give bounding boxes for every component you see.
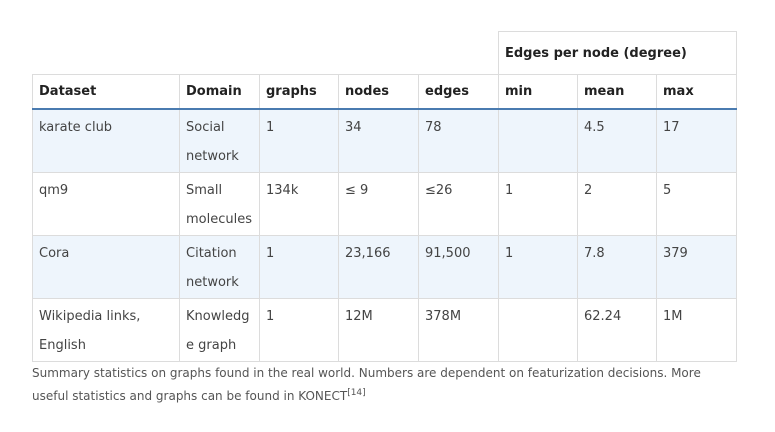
group-header-row: Edges per node (degree) — [33, 31, 738, 75]
cell-edges: ≤26 — [418, 172, 499, 236]
table-row: Cora Citation network 1 23,166 91,500 1 … — [32, 235, 738, 299]
column-header-min: min — [498, 74, 578, 110]
table-row: Wikipedia links, English Knowledge graph… — [32, 298, 738, 362]
table-caption: Summary statistics on graphs found in th… — [32, 363, 736, 406]
cell-nodes: 23,166 — [338, 235, 419, 299]
cell-mean: 4.5 — [577, 108, 657, 173]
cell-nodes: 34 — [338, 108, 419, 173]
cell-mean: 7.8 — [577, 235, 657, 299]
cell-mean: 62.24 — [577, 298, 657, 362]
column-header-edges: edges — [418, 74, 499, 110]
column-header-dataset: Dataset — [32, 74, 180, 110]
column-header-mean: mean — [577, 74, 657, 110]
column-header-graphs: graphs — [259, 74, 339, 110]
cell-dataset: karate club — [32, 108, 180, 173]
cell-dataset: Cora — [32, 235, 180, 299]
cell-max: 1M — [655, 298, 738, 362]
cell-nodes: ≤ 9 — [338, 172, 419, 236]
group-header-spacer — [33, 32, 499, 75]
column-header-max: max — [655, 74, 738, 110]
cell-domain: Knowledge graph — [179, 298, 260, 362]
table-row: karate club Social network 1 34 78 4.5 1… — [32, 108, 738, 173]
cell-mean: 2 — [577, 172, 657, 236]
cell-min: 1 — [498, 235, 578, 299]
cell-max: 17 — [655, 108, 738, 173]
cell-domain: Social network — [179, 108, 260, 173]
cell-dataset: qm9 — [32, 172, 180, 236]
cell-max: 5 — [655, 172, 738, 236]
group-header-degree: Edges per node (degree) — [497, 31, 738, 75]
stats-table-container: Edges per node (degree) Dataset Domain g… — [32, 31, 738, 406]
cell-graphs: 1 — [259, 235, 339, 299]
cell-min: 1 — [498, 172, 578, 236]
caption-text: Summary statistics on graphs found in th… — [32, 366, 701, 403]
cell-min — [498, 108, 578, 173]
cell-graphs: 1 — [259, 108, 339, 173]
cell-dataset: Wikipedia links, English — [32, 298, 180, 362]
column-header-row: Dataset Domain graphs nodes edges min me… — [32, 74, 738, 110]
cell-graphs: 134k — [259, 172, 339, 236]
cell-graphs: 1 — [259, 298, 339, 362]
table-row: qm9 Small molecules 134k ≤ 9 ≤26 1 2 5 — [32, 172, 738, 236]
cell-domain: Citation network — [179, 235, 260, 299]
column-header-domain: Domain — [179, 74, 260, 110]
graph-statistics-table: Edges per node (degree) Dataset Domain g… — [32, 31, 738, 362]
cell-domain: Small molecules — [179, 172, 260, 236]
cell-min — [498, 298, 578, 362]
citation-link[interactable]: [14] — [347, 388, 366, 398]
column-header-nodes: nodes — [338, 74, 419, 110]
cell-max: 379 — [655, 235, 738, 299]
cell-nodes: 12M — [338, 298, 419, 362]
cell-edges: 78 — [418, 108, 499, 173]
cell-edges: 378M — [418, 298, 499, 362]
cell-edges: 91,500 — [418, 235, 499, 299]
